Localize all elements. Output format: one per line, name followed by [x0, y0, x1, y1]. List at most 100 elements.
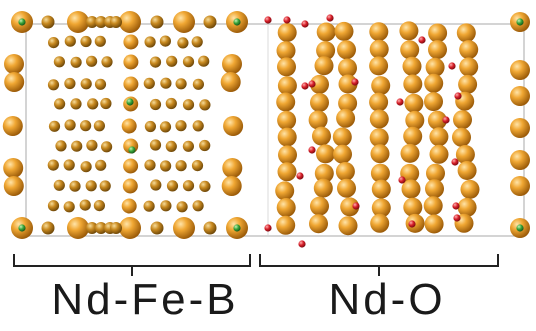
- oxygen-atom: [452, 202, 460, 210]
- nd-atom: [370, 144, 390, 164]
- oxygen-atom: [398, 176, 406, 184]
- nd-atom: [173, 11, 195, 33]
- nd-atom: [122, 178, 138, 194]
- nd-atom: [428, 40, 447, 60]
- fe-atom: [41, 221, 55, 235]
- boron-atom: [233, 224, 241, 232]
- nd-atom: [277, 57, 296, 77]
- fe-atom: [93, 120, 105, 132]
- nd-atom: [123, 54, 139, 70]
- nd-atom: [222, 158, 243, 178]
- nd-atom: [121, 118, 137, 134]
- nd-atom: [3, 176, 24, 196]
- oxygen-atom: [301, 82, 309, 90]
- fe-atom: [191, 160, 204, 172]
- fe-atom: [55, 140, 67, 152]
- nd-atom: [277, 162, 297, 182]
- fe-atom: [199, 180, 211, 192]
- fe-atom: [79, 199, 91, 211]
- nd-atom: [338, 93, 358, 113]
- fe-atom: [143, 200, 155, 212]
- fe-atom: [182, 140, 194, 152]
- nd-atom: [309, 214, 328, 234]
- fe-atom: [47, 159, 59, 171]
- nd-atom: [402, 56, 422, 76]
- fe-atom: [100, 97, 112, 110]
- nd-atom: [276, 215, 296, 235]
- nd-atom: [275, 181, 295, 201]
- nd-atom: [310, 93, 329, 112]
- fe-atom: [87, 98, 99, 110]
- nd-atom: [123, 34, 139, 50]
- fe-atom: [71, 140, 83, 152]
- nd-atom: [371, 179, 391, 199]
- nd-atom: [510, 86, 530, 106]
- fe-atom: [86, 55, 98, 67]
- fe-atom: [175, 78, 187, 90]
- nd-atom: [403, 197, 423, 217]
- fe-atom: [165, 97, 177, 110]
- fe-atom: [176, 201, 188, 213]
- oxygen-atom: [264, 224, 272, 232]
- nd-atom: [459, 40, 479, 60]
- fe-atom: [70, 98, 82, 110]
- oxygen-atom: [326, 14, 334, 22]
- fe-atom: [48, 120, 61, 132]
- nd-atom: [456, 23, 476, 43]
- nd-atom: [334, 21, 354, 41]
- fe-atom: [80, 78, 92, 90]
- fe-atom: [80, 35, 92, 48]
- fe-atom: [99, 180, 111, 192]
- nd-atom: [332, 127, 352, 147]
- oxygen-atom: [408, 220, 416, 228]
- oxygen-atom: [308, 146, 316, 154]
- fe-atom: [47, 79, 60, 91]
- fe-atom: [53, 56, 65, 68]
- nd-atom: [119, 11, 141, 33]
- oxygen-atom: [264, 16, 272, 24]
- fe-atom: [69, 180, 81, 192]
- nd-atom: [278, 145, 297, 165]
- nd-atom: [333, 144, 352, 164]
- oxygen-atom: [352, 202, 360, 210]
- nd-atom: [67, 11, 89, 33]
- nd-atom: [220, 72, 241, 92]
- fe-atom: [198, 55, 210, 67]
- bracket-nd-fe-b: [13, 254, 251, 276]
- region-label-nd-o: Nd-O: [328, 275, 446, 324]
- nd-atom: [310, 196, 329, 216]
- nd-atom: [2, 116, 23, 136]
- bracket-nd-o: [259, 254, 499, 276]
- nd-atom: [276, 41, 296, 61]
- nd-atom: [403, 126, 423, 146]
- nd-atom: [173, 217, 195, 239]
- oxygen-atom: [298, 240, 306, 248]
- nd-o-atoms: [264, 12, 530, 248]
- fe-atom: [101, 56, 113, 68]
- fe-atom: [94, 35, 106, 47]
- nd-atom: [426, 163, 445, 183]
- nd-atom: [429, 127, 449, 147]
- oxygen-atom: [283, 16, 291, 24]
- fe-atom: [85, 180, 97, 192]
- fe-atom: [203, 15, 217, 29]
- nd-atom: [510, 176, 530, 196]
- nd-atom: [429, 144, 449, 164]
- fe-atom: [166, 180, 179, 192]
- fe-atom: [144, 120, 156, 133]
- nd-atom: [276, 198, 296, 217]
- nd-atom: [452, 127, 471, 147]
- oxygen-atom: [396, 98, 404, 106]
- nd-atom: [4, 72, 25, 92]
- nd-atom: [308, 110, 328, 130]
- fe-atom: [63, 201, 75, 213]
- nd-atom: [338, 58, 357, 78]
- nd-atom: [313, 178, 333, 198]
- fe-atom: [192, 120, 204, 132]
- fe-atom: [165, 140, 177, 152]
- nd-atom: [316, 22, 336, 42]
- fe-atom: [192, 78, 204, 90]
- nd-atom: [277, 127, 297, 147]
- fe-atom: [150, 15, 164, 29]
- fe-atom: [177, 37, 189, 49]
